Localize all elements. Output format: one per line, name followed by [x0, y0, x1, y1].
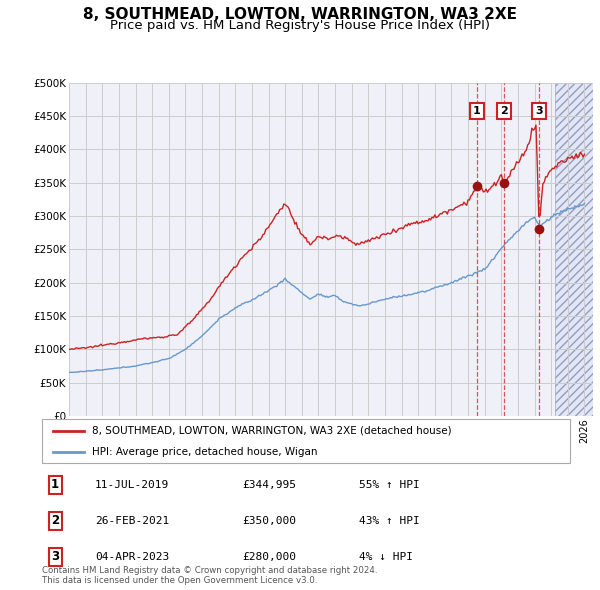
Text: £350,000: £350,000 — [242, 516, 296, 526]
Text: 11-JUL-2019: 11-JUL-2019 — [95, 480, 169, 490]
FancyBboxPatch shape — [42, 419, 570, 463]
Text: HPI: Average price, detached house, Wigan: HPI: Average price, detached house, Wiga… — [92, 447, 317, 457]
Text: 26-FEB-2021: 26-FEB-2021 — [95, 516, 169, 526]
Text: 8, SOUTHMEAD, LOWTON, WARRINGTON, WA3 2XE: 8, SOUTHMEAD, LOWTON, WARRINGTON, WA3 2X… — [83, 7, 517, 22]
Text: 4% ↓ HPI: 4% ↓ HPI — [359, 552, 413, 562]
Text: Price paid vs. HM Land Registry's House Price Index (HPI): Price paid vs. HM Land Registry's House … — [110, 19, 490, 32]
Text: 3: 3 — [51, 550, 59, 563]
Text: 8, SOUTHMEAD, LOWTON, WARRINGTON, WA3 2XE (detached house): 8, SOUTHMEAD, LOWTON, WARRINGTON, WA3 2X… — [92, 426, 452, 436]
Text: 55% ↑ HPI: 55% ↑ HPI — [359, 480, 419, 490]
Bar — [556, 83, 593, 416]
Text: 43% ↑ HPI: 43% ↑ HPI — [359, 516, 419, 526]
Text: £280,000: £280,000 — [242, 552, 296, 562]
Text: 2: 2 — [51, 514, 59, 527]
Bar — [556, 83, 593, 416]
Text: £344,995: £344,995 — [242, 480, 296, 490]
Text: Contains HM Land Registry data © Crown copyright and database right 2024.
This d: Contains HM Land Registry data © Crown c… — [42, 566, 377, 585]
Text: 2: 2 — [500, 106, 508, 116]
Text: 1: 1 — [51, 478, 59, 491]
Text: 1: 1 — [473, 106, 481, 116]
Text: 3: 3 — [535, 106, 543, 116]
Text: 04-APR-2023: 04-APR-2023 — [95, 552, 169, 562]
